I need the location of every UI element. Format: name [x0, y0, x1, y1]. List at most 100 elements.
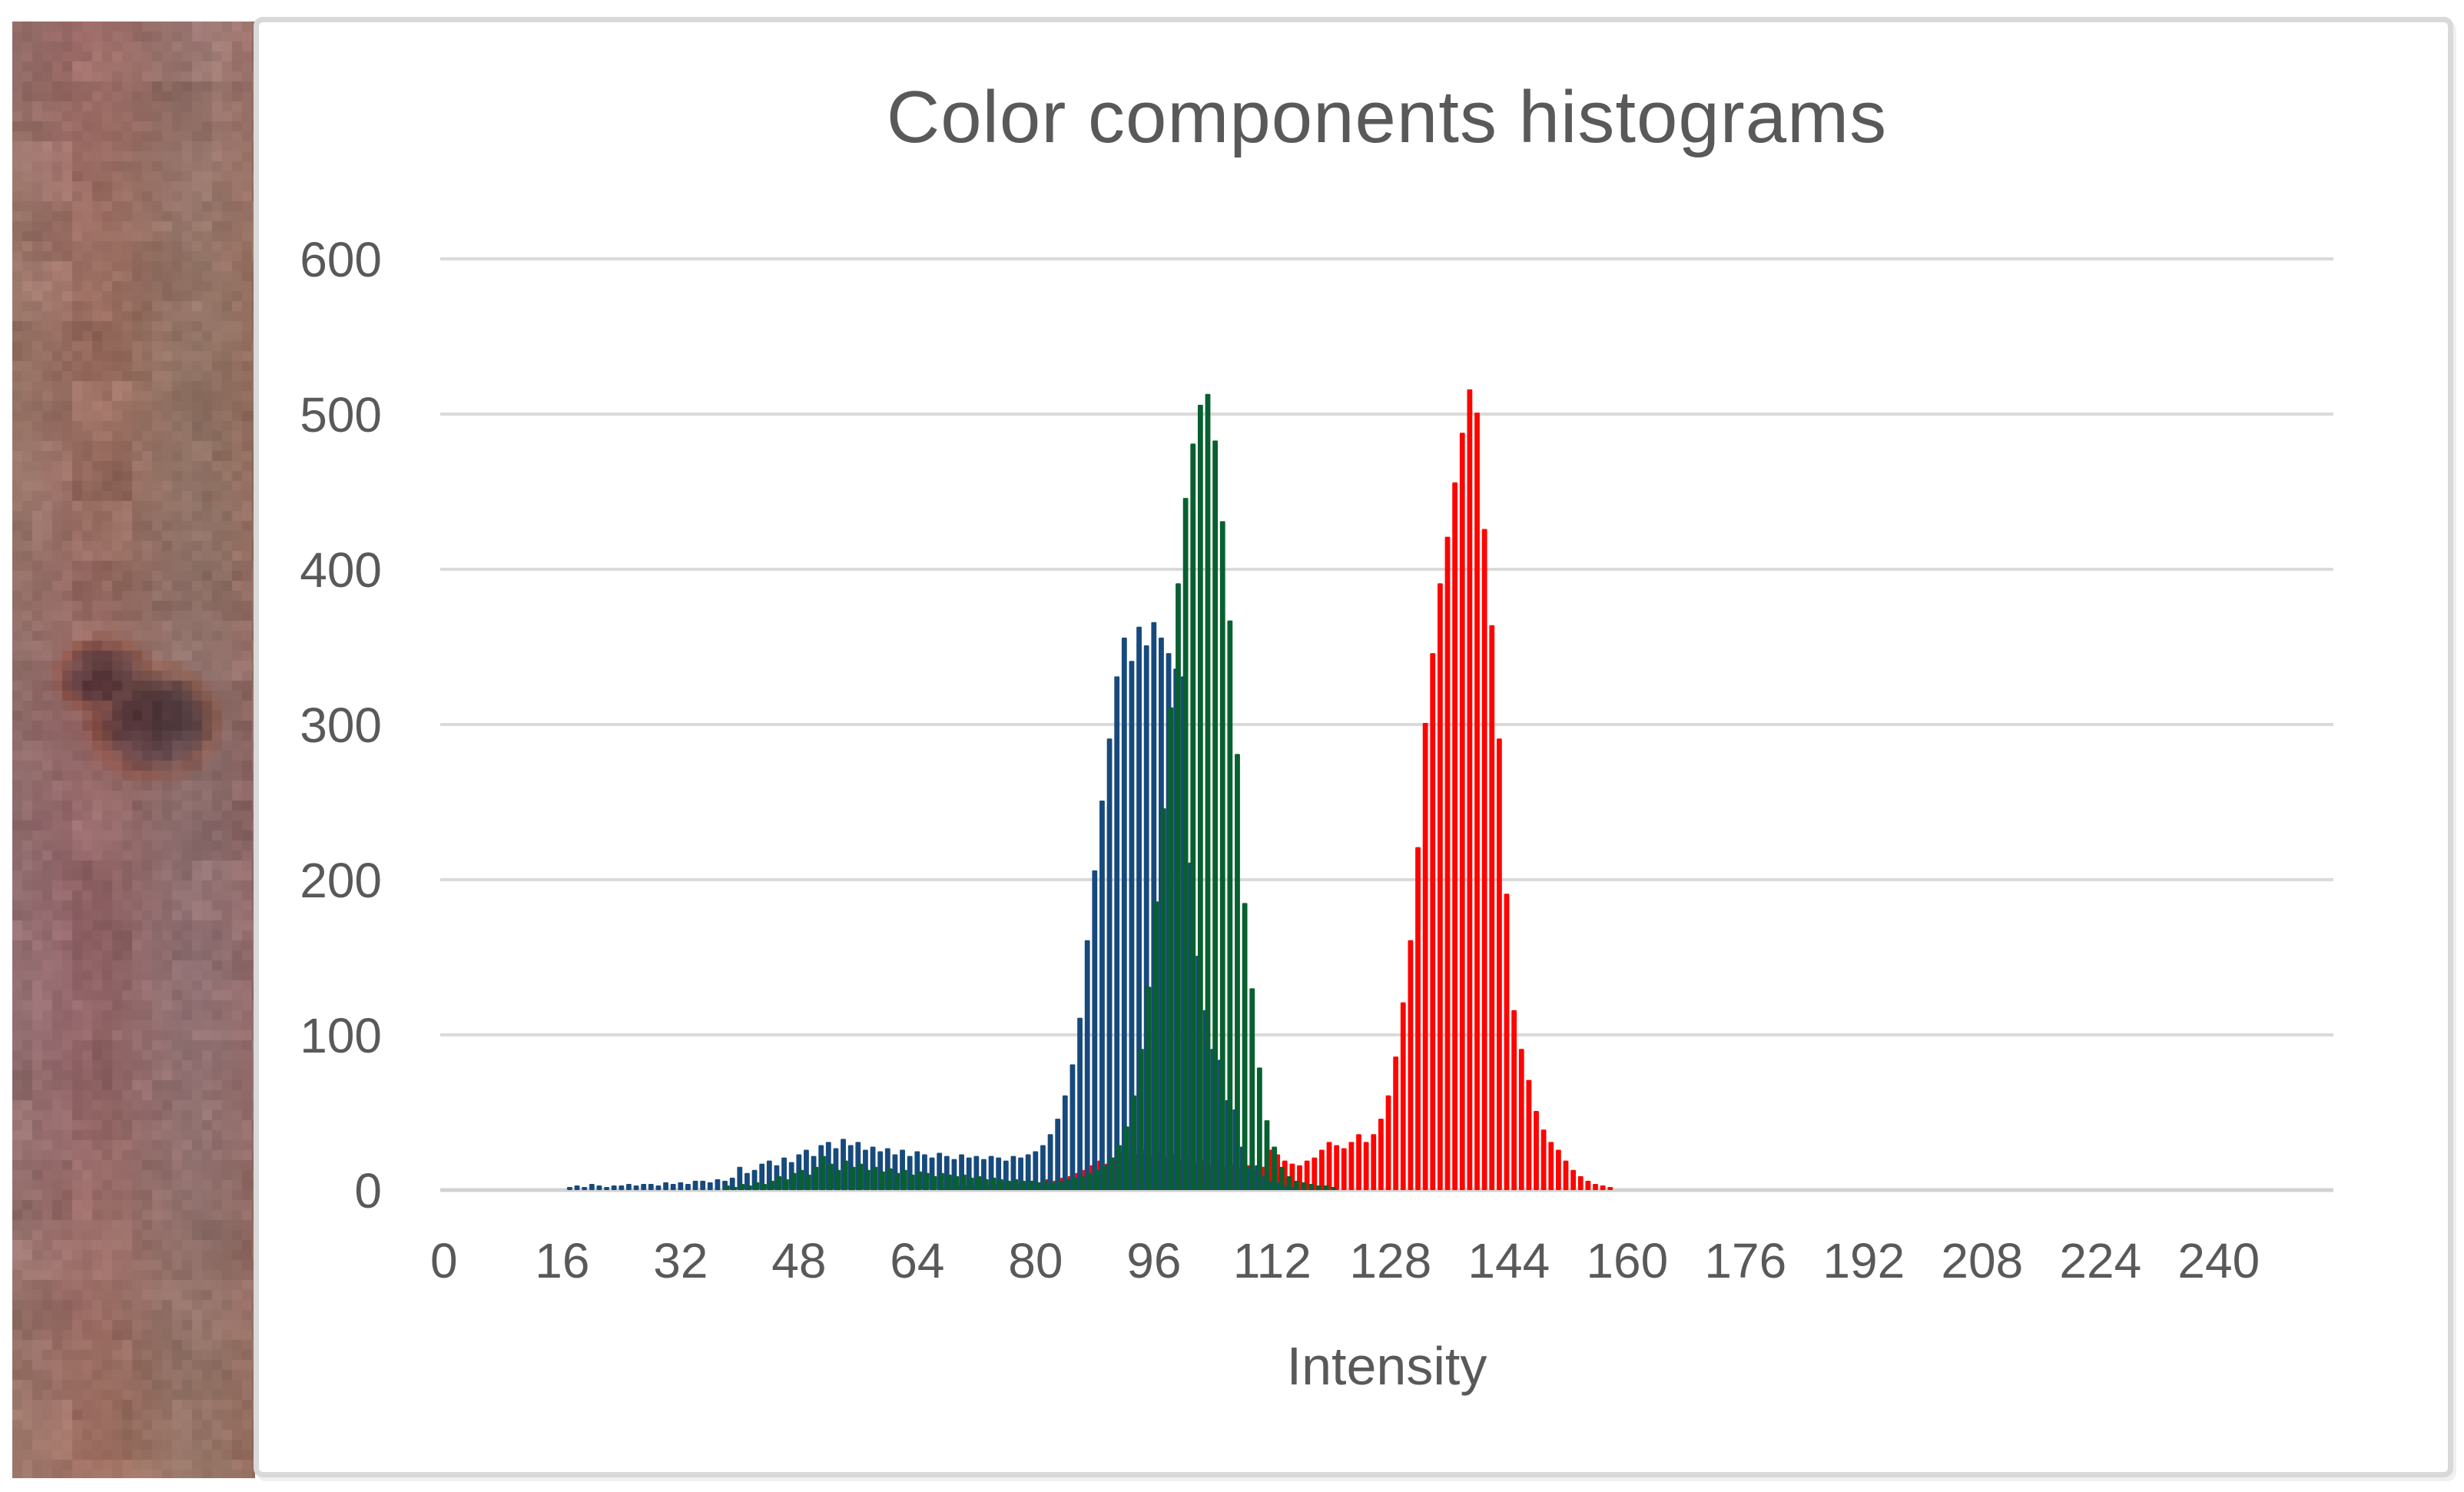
series-red — [942, 389, 1613, 1191]
bar-red-122 — [1341, 1148, 1347, 1190]
bar-red-146 — [1518, 1049, 1524, 1190]
bar-blue-24 — [618, 1185, 625, 1190]
bar-red-139 — [1467, 389, 1473, 1191]
bar-green-72 — [976, 1175, 982, 1190]
x-tick-label-0: 0 — [430, 1233, 458, 1288]
bar-green-105 — [1219, 521, 1225, 1190]
bar-red-153 — [1570, 1169, 1577, 1190]
bar-green-113 — [1278, 1166, 1285, 1190]
bar-green-86 — [1079, 1175, 1085, 1190]
bar-green-100 — [1182, 498, 1189, 1190]
bar-red-147 — [1526, 1079, 1532, 1190]
bar-red-130 — [1400, 1002, 1406, 1190]
bar-blue-25 — [626, 1183, 632, 1190]
bar-blue-26 — [633, 1185, 639, 1190]
bar-green-84 — [1064, 1179, 1070, 1190]
bar-green-94 — [1138, 1049, 1144, 1190]
y-tick-label-0: 0 — [354, 1163, 382, 1218]
bar-green-49 — [805, 1174, 811, 1190]
bar-blue-37 — [715, 1179, 721, 1190]
bar-green-80 — [1035, 1182, 1041, 1190]
y-tick-label-300: 300 — [300, 698, 382, 753]
bar-red-148 — [1534, 1111, 1539, 1190]
bar-blue-29 — [655, 1185, 662, 1190]
x-tick-label-144: 144 — [1467, 1233, 1550, 1288]
bar-blue-91 — [1114, 676, 1120, 1190]
bar-blue-32 — [678, 1182, 684, 1190]
bar-blue-36 — [707, 1182, 713, 1190]
x-tick-label-48: 48 — [771, 1233, 826, 1288]
bar-green-107 — [1235, 754, 1240, 1190]
bar-green-120 — [1331, 1186, 1337, 1190]
bar-green-106 — [1227, 620, 1233, 1190]
bar-blue-27 — [641, 1183, 647, 1190]
x-tick-label-224: 224 — [2059, 1233, 2141, 1288]
bar-green-114 — [1286, 1175, 1292, 1190]
bar-green-87 — [1086, 1172, 1093, 1190]
bar-green-68 — [946, 1174, 952, 1190]
bar-green-60 — [887, 1168, 893, 1190]
bar-green-39 — [731, 1186, 738, 1190]
bar-green-51 — [821, 1155, 826, 1190]
x-tick-label-176: 176 — [1704, 1233, 1786, 1288]
bar-green-56 — [857, 1163, 864, 1190]
bar-green-93 — [1131, 1095, 1137, 1190]
bar-green-52 — [827, 1163, 834, 1190]
bar-green-55 — [850, 1166, 856, 1190]
bar-red-150 — [1548, 1142, 1554, 1190]
bar-blue-23 — [611, 1185, 617, 1190]
bar-green-81 — [1042, 1180, 1048, 1190]
bar-red-125 — [1363, 1142, 1369, 1190]
bar-red-135 — [1437, 583, 1443, 1190]
x-tick-label-80: 80 — [1008, 1233, 1063, 1288]
bar-blue-28 — [648, 1183, 654, 1190]
bar-green-116 — [1301, 1182, 1307, 1190]
bar-red-138 — [1459, 433, 1465, 1190]
bar-red-128 — [1385, 1095, 1391, 1190]
bar-red-142 — [1489, 625, 1495, 1190]
bar-blue-20 — [589, 1183, 595, 1190]
x-tick-label-16: 16 — [535, 1233, 589, 1288]
skin-photo-strip — [12, 22, 255, 1478]
bar-green-109 — [1249, 988, 1255, 1190]
bar-green-58 — [872, 1166, 878, 1190]
bar-blue-30 — [663, 1182, 668, 1190]
bar-green-92 — [1123, 1126, 1129, 1190]
bar-green-45 — [776, 1175, 782, 1190]
y-tick-label-500: 500 — [300, 387, 382, 443]
bar-green-41 — [746, 1185, 752, 1190]
bar-green-59 — [880, 1171, 885, 1190]
bar-red-136 — [1444, 536, 1451, 1190]
series-green — [724, 393, 1337, 1190]
bar-blue-84 — [1062, 1095, 1068, 1190]
bar-blue-92 — [1121, 637, 1127, 1190]
bar-blue-90 — [1106, 738, 1113, 1190]
x-tick-label-160: 160 — [1586, 1233, 1668, 1288]
bar-green-64 — [917, 1171, 923, 1190]
bar-green-117 — [1308, 1183, 1315, 1190]
bar-red-149 — [1540, 1129, 1547, 1190]
bar-green-38 — [724, 1185, 730, 1190]
bar-red-129 — [1393, 1056, 1399, 1190]
bar-green-54 — [842, 1160, 848, 1190]
x-tick-label-128: 128 — [1349, 1233, 1431, 1288]
bar-green-71 — [968, 1177, 974, 1190]
bar-green-53 — [835, 1169, 841, 1190]
bar-green-63 — [909, 1174, 915, 1190]
x-tick-label-208: 208 — [1941, 1233, 2023, 1288]
bar-green-40 — [739, 1183, 745, 1190]
bar-green-101 — [1190, 443, 1196, 1190]
bar-red-132 — [1415, 847, 1421, 1190]
bar-red-158 — [1607, 1186, 1613, 1190]
bar-green-44 — [768, 1180, 774, 1190]
bar-blue-35 — [700, 1180, 706, 1190]
x-tick-label-96: 96 — [1126, 1233, 1181, 1288]
bar-red-156 — [1593, 1183, 1598, 1190]
bar-green-102 — [1197, 404, 1203, 1190]
bar-green-110 — [1256, 1067, 1262, 1190]
bar-green-69 — [953, 1175, 960, 1190]
bar-green-50 — [813, 1166, 819, 1190]
bar-green-61 — [894, 1172, 900, 1190]
